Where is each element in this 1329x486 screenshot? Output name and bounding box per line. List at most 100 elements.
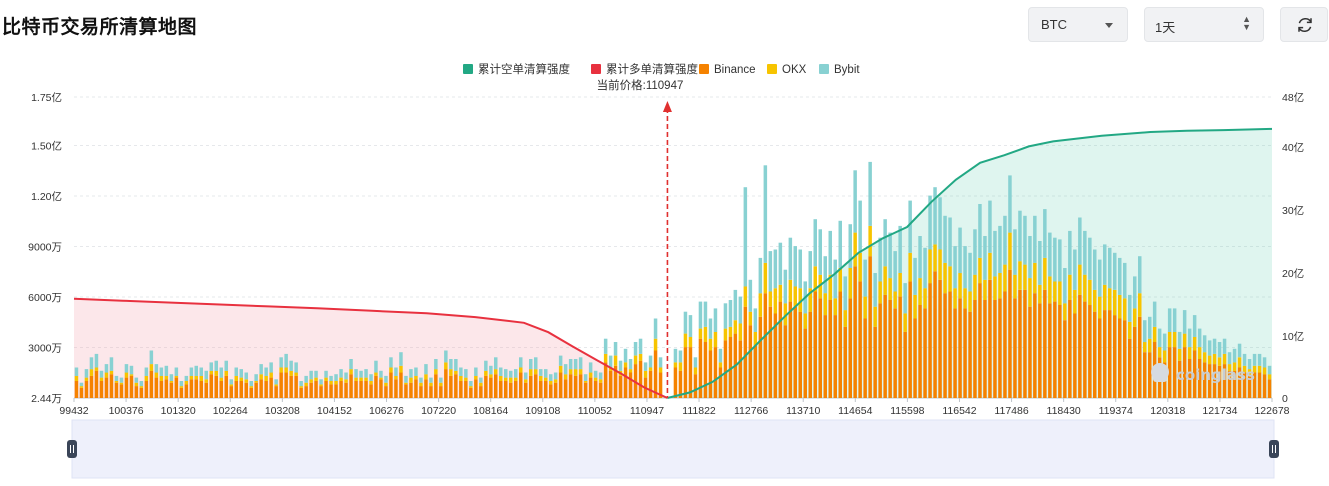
okx-bar — [973, 274, 977, 300]
legend-label[interactable]: Bybit — [834, 64, 860, 76]
okx-bar — [94, 367, 99, 371]
binance-bar — [883, 294, 887, 398]
bybit-bar — [1197, 328, 1202, 348]
binance-bar — [1048, 303, 1052, 398]
okx-bar — [743, 286, 748, 307]
okx-bar — [184, 381, 189, 385]
x-tick-label: 100376 — [109, 405, 144, 417]
okx-bar — [274, 384, 278, 387]
binance-bar — [728, 337, 733, 398]
bybit-bar — [384, 375, 388, 383]
current-price-arrow — [662, 101, 672, 112]
binance-bar — [234, 381, 238, 398]
zoom-slider-track[interactable] — [71, 419, 1275, 479]
okx-bar — [119, 382, 124, 385]
bybit-bar — [469, 381, 473, 387]
binance-bar — [1143, 352, 1147, 398]
okx-bar — [284, 367, 288, 373]
legend-label[interactable]: 累计多单清算强度 — [606, 62, 698, 76]
okx-bar — [958, 273, 962, 299]
bybit-bar — [164, 365, 169, 376]
period-select[interactable]: 1天 ▲ ▼ — [1144, 7, 1264, 42]
coin-select[interactable]: BTC — [1028, 7, 1128, 42]
slider-handle-left[interactable] — [67, 440, 77, 458]
bybit-bar — [484, 360, 488, 371]
okx-bar — [758, 293, 763, 317]
binance-bar — [963, 308, 967, 398]
y-right-tick-label: 10亿 — [1282, 330, 1304, 343]
current-price-label: 当前价格:110947 — [597, 78, 684, 92]
zoom-slider[interactable] — [67, 419, 1279, 479]
binance-bar — [578, 374, 583, 398]
binance-bar — [903, 331, 907, 398]
x-tick-label: 116542 — [942, 405, 976, 417]
binance-bar — [1252, 372, 1257, 398]
binance-bar — [878, 303, 882, 398]
bybit-bar — [683, 311, 688, 334]
bybit-bar — [798, 249, 802, 289]
bybit-bar — [628, 359, 633, 370]
binance-bar — [958, 298, 962, 398]
okx-bar — [578, 369, 583, 375]
okx-bar — [134, 382, 139, 387]
bybit-bar — [359, 370, 363, 378]
binance-bar — [1078, 294, 1082, 398]
okx-bar — [389, 367, 393, 373]
okx-bar — [918, 278, 922, 305]
x-tick-label: 106276 — [369, 405, 404, 417]
binance-bar — [1177, 360, 1182, 398]
binance-bar — [1053, 301, 1057, 398]
binance-bar — [334, 384, 338, 398]
okx-bar — [259, 374, 263, 380]
bybit-bar — [1207, 340, 1212, 356]
okx-bar — [219, 377, 223, 381]
bybit-bar — [1237, 343, 1242, 358]
binance-bar — [603, 362, 608, 398]
bybit-bar — [853, 170, 857, 233]
binance-bar — [893, 308, 897, 398]
binance-bar — [179, 387, 184, 398]
bybit-bar — [199, 367, 203, 376]
bybit-bar — [858, 200, 862, 253]
binance-bar — [194, 379, 198, 398]
legend-label[interactable]: 累计空单清算强度 — [478, 62, 570, 76]
binance-bar — [124, 377, 129, 398]
bybit-bar — [948, 217, 952, 267]
bybit-bar — [918, 236, 922, 279]
bybit-bar — [1043, 209, 1047, 258]
binance-bar — [833, 315, 837, 398]
bybit-bar — [459, 367, 463, 376]
bybit-bar — [878, 237, 882, 282]
okx-bar — [164, 375, 169, 380]
bybit-bar — [608, 355, 613, 368]
bybit-bar — [903, 283, 907, 314]
refresh-button[interactable] — [1280, 7, 1328, 42]
binance-bar — [1217, 365, 1222, 398]
binance-bar — [404, 384, 408, 398]
bybit-bar — [209, 362, 213, 371]
okx-bar — [349, 369, 353, 375]
okx-bar — [369, 381, 373, 385]
grid-lines — [74, 96, 1272, 399]
legend-label[interactable]: OKX — [782, 64, 807, 76]
okx-bar — [1192, 337, 1197, 351]
binance-bar — [494, 374, 498, 398]
binance-bar — [1023, 289, 1027, 398]
bybit-bar — [603, 338, 608, 354]
binance-bar — [519, 372, 523, 398]
okx-bar — [1247, 369, 1252, 376]
binance-bar — [1113, 315, 1117, 398]
legend-label[interactable]: Binance — [714, 64, 756, 76]
x-tick-label: 110947 — [630, 405, 664, 417]
bybit-bar — [953, 246, 957, 289]
binance-bar — [648, 370, 653, 398]
okx-bar — [309, 379, 313, 383]
binance-bar — [988, 279, 992, 398]
bybit-bar — [1148, 316, 1152, 339]
okx-bar — [364, 377, 368, 381]
bybit-bar — [1262, 357, 1267, 368]
binance-bar — [688, 347, 693, 398]
slider-handle-right[interactable] — [1269, 440, 1279, 458]
okx-bar — [314, 377, 318, 381]
bybit-bar — [1242, 353, 1247, 366]
